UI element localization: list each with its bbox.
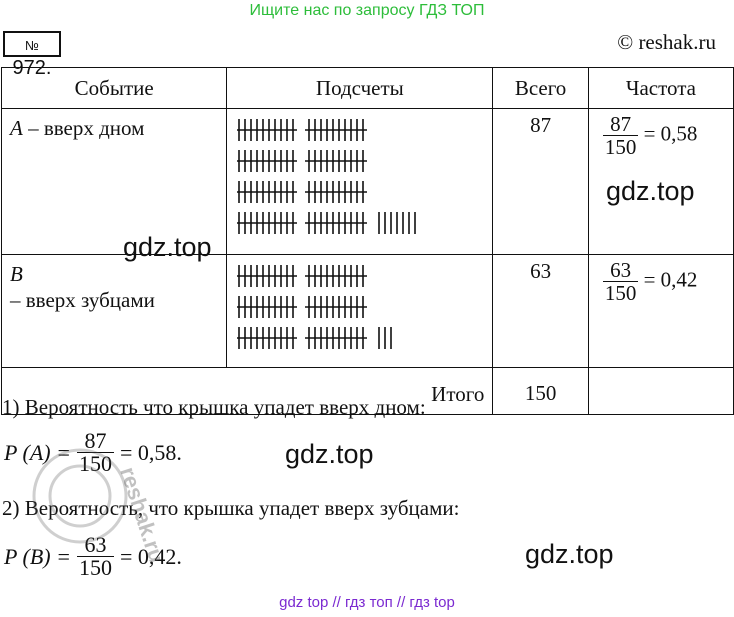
fraction-denominator: 150 (602, 135, 639, 159)
fraction-denominator: 150 (76, 451, 114, 476)
formula-lhs: P (A) = (4, 439, 71, 465)
table-row: B – вверх зубцами 63 63 150 = 0,42 (0, 254, 734, 368)
count-cell: 63 (492, 254, 589, 368)
fraction-numerator: 87 (84, 428, 107, 453)
total-value: 150 (492, 367, 589, 415)
fraction-numerator: 63 (84, 532, 107, 557)
frequency-cell: 63 150 = 0,42 (587, 254, 734, 368)
site-copyright: © reshak.ru (617, 30, 716, 54)
gdz-watermark: gdz.top (525, 539, 614, 569)
frequency-fraction: 87 150 (602, 112, 639, 159)
frequency-table: Событие Подсчеты Всего Частота A – вверх… (0, 67, 734, 415)
fraction-denominator: 150 (602, 281, 639, 305)
frequency-value: = 0,58 (643, 121, 698, 146)
number-sign: № (25, 38, 39, 53)
gdz-watermark: gdz.top (606, 176, 695, 206)
fraction-denominator: 150 (76, 555, 114, 580)
gdz-watermark: gdz.top (123, 232, 212, 262)
formula-rhs: = 0,58. (119, 439, 182, 465)
event-description: – вверх зубцами (10, 288, 155, 312)
table-row: A – вверх дном 87 87 150 = 0,58 (0, 108, 734, 255)
problem-number: № 972. (3, 31, 61, 79)
tally-cell (226, 254, 494, 368)
formula-fraction: 63 150 (76, 532, 114, 580)
empty-cell (587, 367, 734, 415)
event-letter: B (10, 262, 23, 286)
formula-lhs: P (B) = (4, 543, 71, 569)
frequency-cell: 87 150 = 0,58 (587, 108, 734, 255)
header-frequency: Частота (587, 67, 734, 109)
stamp-inner-ring (48, 464, 112, 528)
total-label: Итого (0, 367, 494, 415)
formula-1: P (A) = 87 150 = 0,58. (4, 430, 182, 475)
frequency-value: = 0,42 (643, 267, 698, 292)
header-total: Всего (492, 67, 589, 109)
formula-rhs: = 0,42. (119, 543, 182, 569)
reshak-stamp-watermark: reshak.ru (32, 448, 160, 566)
formula-2: P (B) = 63 150 = 0,42. (4, 534, 182, 579)
header-event: Событие (0, 67, 228, 109)
event-cell: A – вверх дном (0, 108, 228, 255)
footer-links: gdz top // гдз топ // гдз top (279, 594, 455, 611)
table-header-row: Событие Подсчеты Всего Частота (0, 67, 734, 109)
header-tallies: Подсчеты (226, 67, 494, 109)
fraction-numerator: 87 (610, 112, 632, 136)
fraction-numerator: 63 (610, 258, 632, 282)
top-banner: Ищите нас по запросу ГДЗ ТОП (249, 2, 485, 19)
event-letter: A (10, 116, 23, 140)
count-cell: 87 (492, 108, 589, 255)
event-description: – вверх дном (22, 116, 145, 140)
answer-line-1: 1) Вероятность что крышка упадет вверх д… (2, 395, 426, 419)
total-row: Итого 150 (0, 367, 734, 415)
frequency-fraction: 63 150 (602, 258, 639, 305)
tally-marks (237, 265, 393, 349)
answer-line-2: 2) Вероятность, что крышка упадет вверх … (2, 496, 460, 520)
event-cell: B – вверх зубцами (0, 254, 228, 368)
formula-fraction: 87 150 (76, 428, 114, 476)
tally-marks (237, 119, 417, 234)
tally-cell (226, 108, 494, 255)
stamp-ring (32, 448, 128, 544)
gdz-watermark: gdz.top (285, 439, 374, 469)
